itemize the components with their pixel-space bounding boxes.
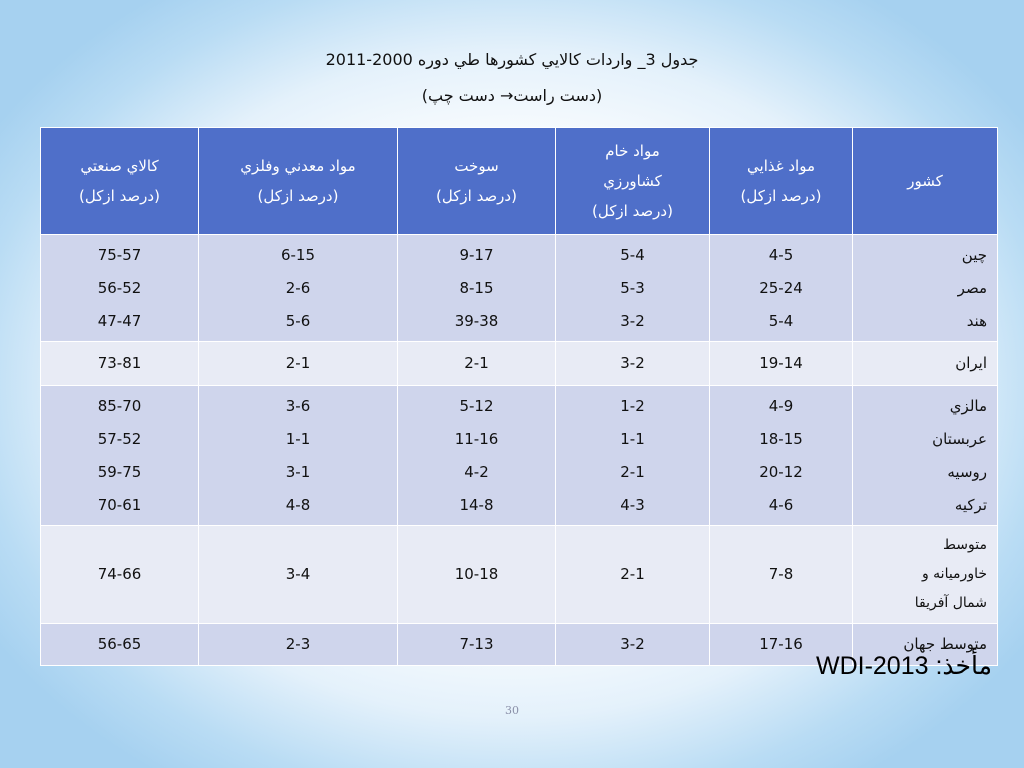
agricultural-raw-cell: 1-2 1-1 2-1 4-3 bbox=[555, 385, 710, 526]
country-cell: مالزي عربستان روسيه تركيه bbox=[852, 385, 998, 526]
table-row-group: متوسط جهان 17-16 3-2 7-13 2-3 56-65 bbox=[40, 623, 998, 666]
imports-table: كشور مواد غذايي (درصد ازكل) مواد خام كشا… bbox=[40, 127, 998, 666]
manufactures-cell: 85-70 57-52 59-75 70-61 bbox=[40, 385, 199, 526]
agricultural-raw-cell: 3-2 bbox=[555, 623, 710, 666]
agricultural-raw-cell: 5-4 5-3 3-2 bbox=[555, 234, 710, 342]
country-cell: ايران bbox=[852, 341, 998, 386]
header-ores-metals: مواد معدني وفلزي (درصد ازكل) bbox=[198, 127, 398, 235]
table-row-group: مالزي عربستان روسيه تركيه 4-9 18-15 20-1… bbox=[40, 385, 998, 526]
header-agricultural-raw: مواد خام كشاورزي (درصد ازكل) bbox=[555, 127, 710, 235]
header-fuel: سوخت (درصد ازكل) bbox=[397, 127, 556, 235]
page-number: 30 bbox=[505, 704, 519, 717]
table-row-group: چين مصر هند 4-5 25-24 5-4 5-4 5-3 3-2 9-… bbox=[40, 234, 998, 342]
ores-metals-cell: 3-4 bbox=[198, 525, 398, 624]
food-cell: 19-14 bbox=[709, 341, 853, 386]
slide-subtitle: (دست راست→ دست چپ) bbox=[421, 86, 603, 105]
food-cell: 7-8 bbox=[709, 525, 853, 624]
slide-title: جدول 3_ واردات كالايي كشورها طي دوره 200… bbox=[325, 50, 699, 69]
ores-metals-cell: 2-3 bbox=[198, 623, 398, 666]
table-row-group: ايران 19-14 3-2 2-1 2-1 73-81 bbox=[40, 341, 998, 386]
table-row-group: متوسط خاورميانه و شمال آفريقا 7-8 2-1 10… bbox=[40, 525, 998, 624]
fuel-cell: 2-1 bbox=[397, 341, 556, 386]
fuel-cell: 10-18 bbox=[397, 525, 556, 624]
fuel-cell: 9-17 8-15 39-38 bbox=[397, 234, 556, 342]
food-cell: 4-9 18-15 20-12 4-6 bbox=[709, 385, 853, 526]
food-cell: 4-5 25-24 5-4 bbox=[709, 234, 853, 342]
manufactures-cell: 74-66 bbox=[40, 525, 199, 624]
country-cell: متوسط خاورميانه و شمال آفريقا bbox=[852, 525, 998, 624]
table-header-row: كشور مواد غذايي (درصد ازكل) مواد خام كشا… bbox=[40, 127, 998, 235]
source-note: مأخذ: WDI-2013 bbox=[815, 652, 992, 680]
agricultural-raw-cell: 3-2 bbox=[555, 341, 710, 386]
country-cell: متوسط جهان bbox=[852, 623, 998, 666]
ores-metals-cell: 2-1 bbox=[198, 341, 398, 386]
manufactures-cell: 75-57 56-52 47-47 bbox=[40, 234, 199, 342]
manufactures-cell: 56-65 bbox=[40, 623, 199, 666]
country-cell: چين مصر هند bbox=[852, 234, 998, 342]
ores-metals-cell: 6-15 2-6 5-6 bbox=[198, 234, 398, 342]
header-food: مواد غذايي (درصد ازكل) bbox=[709, 127, 853, 235]
ores-metals-cell: 3-6 1-1 3-1 4-8 bbox=[198, 385, 398, 526]
fuel-cell: 5-12 11-16 4-2 14-8 bbox=[397, 385, 556, 526]
header-manufactures: كالاي صنعتي (درصد ازكل) bbox=[40, 127, 199, 235]
food-cell: 17-16 bbox=[709, 623, 853, 666]
fuel-cell: 7-13 bbox=[397, 623, 556, 666]
agricultural-raw-cell: 2-1 bbox=[555, 525, 710, 624]
manufactures-cell: 73-81 bbox=[40, 341, 199, 386]
header-country: كشور bbox=[852, 127, 998, 235]
